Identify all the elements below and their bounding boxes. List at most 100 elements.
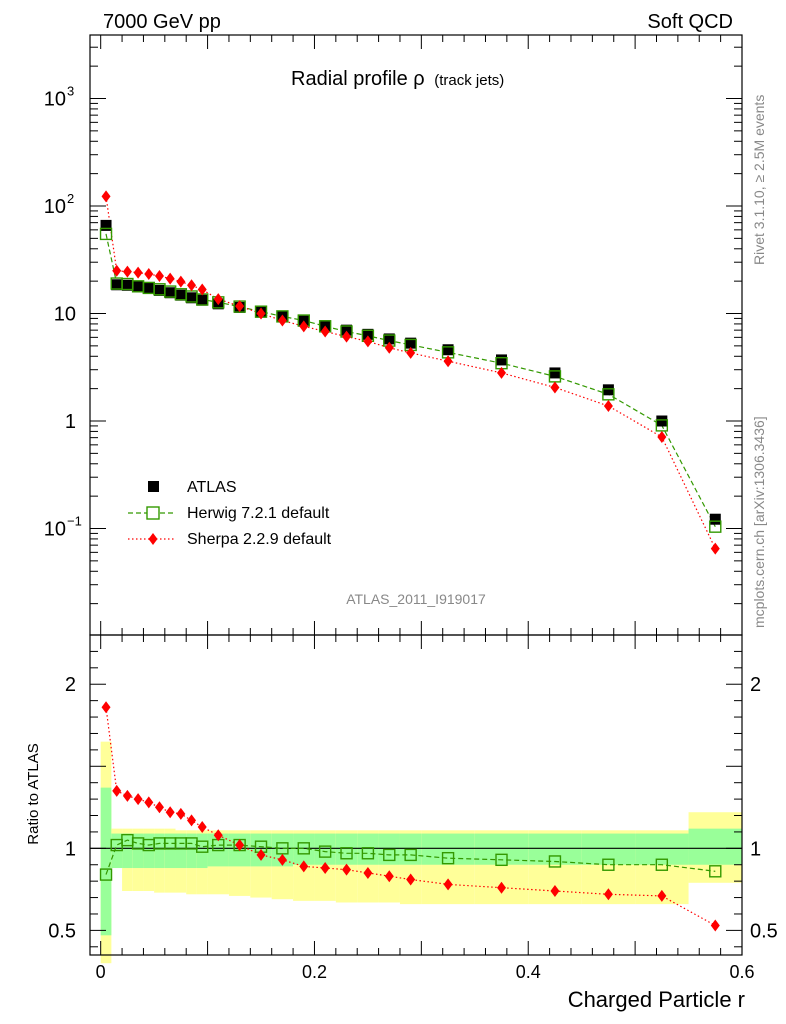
ratio-y-tick-label-right: 1 [750, 838, 761, 860]
main-point-sherpa [165, 272, 175, 285]
ratio-point-herwig [196, 840, 209, 853]
y-tick-exponent: −1 [67, 514, 82, 529]
main-line-herwig [105, 233, 716, 527]
main-point-atlas [186, 292, 198, 304]
main-point-sherpa [550, 381, 560, 394]
ratio-band-inner [186, 833, 197, 869]
main-point-atlas [405, 337, 417, 349]
main-point-sherpa [144, 268, 154, 281]
main-point-atlas [132, 281, 144, 293]
main-point-atlas [111, 279, 123, 291]
ratio-point-sherpa [384, 870, 394, 883]
ratio-point-herwig [548, 855, 562, 868]
main-point-sherpa [710, 542, 720, 555]
ratio-point-herwig [441, 851, 455, 865]
watermark-label: ATLAS_2011_I919017 [346, 591, 486, 607]
ratio-point-sherpa [443, 878, 453, 891]
ratio-band-inner [175, 833, 187, 869]
main-point-atlas [549, 367, 561, 379]
ratio-point-herwig [383, 848, 396, 862]
ratio-point-sherpa [101, 701, 111, 714]
rivet-version-label: Rivet 3.1.10, ≥ 2.5M events [751, 95, 767, 265]
main-point-sherpa [320, 325, 330, 338]
ratio-point-herwig [99, 868, 113, 881]
series-markers [99, 190, 722, 932]
legend-herwig-marker [146, 506, 160, 520]
ratio-point-sherpa [363, 866, 373, 879]
main-point-sherpa [342, 330, 352, 343]
main-point-sherpa [154, 270, 164, 283]
ratio-band-inner [100, 787, 112, 936]
ratio-point-herwig [361, 847, 375, 860]
legend-herwig-label: Herwig 7.2.1 default [187, 505, 330, 522]
plot-frames [89, 34, 743, 956]
main-point-sherpa [235, 300, 245, 313]
ratio-band-inner [122, 833, 133, 869]
main-point-sherpa [443, 355, 453, 368]
main-point-atlas [602, 384, 614, 396]
ratio-point-sherpa [197, 821, 207, 833]
ratio-y-axis-label: Ratio to ATLAS [25, 743, 42, 844]
main-point-atlas [143, 282, 155, 294]
main-point-sherpa [657, 430, 667, 443]
legend-sherpa-marker [148, 533, 158, 545]
main-point-sherpa [133, 266, 143, 279]
ratio-point-sherpa [497, 881, 507, 894]
main-point-sherpa [299, 320, 309, 333]
ratio-point-herwig [495, 853, 508, 867]
ratio-point-sherpa [603, 888, 613, 901]
main-plot-title: Radial profile ρ (track jets) [291, 68, 504, 90]
ratio-point-sherpa [406, 873, 416, 886]
legend-sherpa-label: Sherpa 2.2.9 default [187, 531, 332, 548]
ratio-point-sherpa [165, 806, 175, 819]
ratio-point-sherpa [144, 796, 154, 809]
ratio-point-sherpa [133, 793, 143, 806]
main-point-sherpa [176, 275, 186, 288]
ratio-point-sherpa [342, 863, 352, 876]
main-point-sherpa [277, 314, 287, 327]
main-point-atlas [341, 324, 353, 336]
ratio-band-inner [421, 833, 475, 865]
ratio-y-tick-label: 1 [65, 838, 76, 860]
main-point-herwig [655, 419, 669, 432]
ratio-point-sherpa [112, 784, 122, 797]
main-point-sherpa [122, 265, 132, 278]
ratio-band-inner [314, 833, 336, 865]
ratio-band-inner [132, 833, 144, 869]
ratio-point-sherpa [320, 862, 330, 875]
x-tick-label: 0.6 [729, 962, 754, 982]
y-tick-label: 1 [65, 411, 76, 433]
ratio-band-inner [271, 833, 294, 867]
main-point-sherpa [384, 341, 394, 354]
main-point-atlas [656, 415, 668, 427]
ratio-y-tick-label-right: 0.5 [750, 920, 778, 942]
y-tick-label: 10 [54, 304, 76, 326]
ratio-plot-frame [89, 634, 743, 956]
main-point-sherpa [256, 307, 266, 320]
main-point-atlas [496, 354, 508, 366]
ratio-band-inner [164, 833, 176, 869]
ratio-band-inner [357, 833, 379, 865]
main-point-atlas [383, 333, 395, 345]
ratio-y-tick-label: 2 [65, 674, 76, 696]
y-tick-label: 10 [44, 89, 66, 111]
ratio-point-herwig [602, 858, 615, 871]
y-tick-label: 10 [44, 519, 66, 541]
main-point-atlas [709, 513, 721, 525]
ratio-band-inner [581, 833, 636, 865]
main-point-sherpa [187, 279, 197, 292]
main-point-sherpa [213, 293, 223, 306]
main-point-herwig [602, 388, 615, 401]
ratio-band-inner [528, 833, 582, 865]
main-plot-title-suffix: (track jets) [434, 72, 504, 89]
header-left-label: 7000 GeV pp [103, 11, 221, 33]
y-tick-exponent: 2 [67, 191, 74, 206]
ratio-y-tick-label-right: 2 [750, 674, 761, 696]
ratio-point-sherpa [176, 807, 186, 820]
main-point-sherpa [197, 283, 207, 296]
ratio-point-herwig [297, 842, 310, 855]
main-point-sherpa [603, 399, 613, 412]
x-tick-label: 0.4 [516, 962, 541, 982]
main-point-atlas [121, 279, 133, 291]
